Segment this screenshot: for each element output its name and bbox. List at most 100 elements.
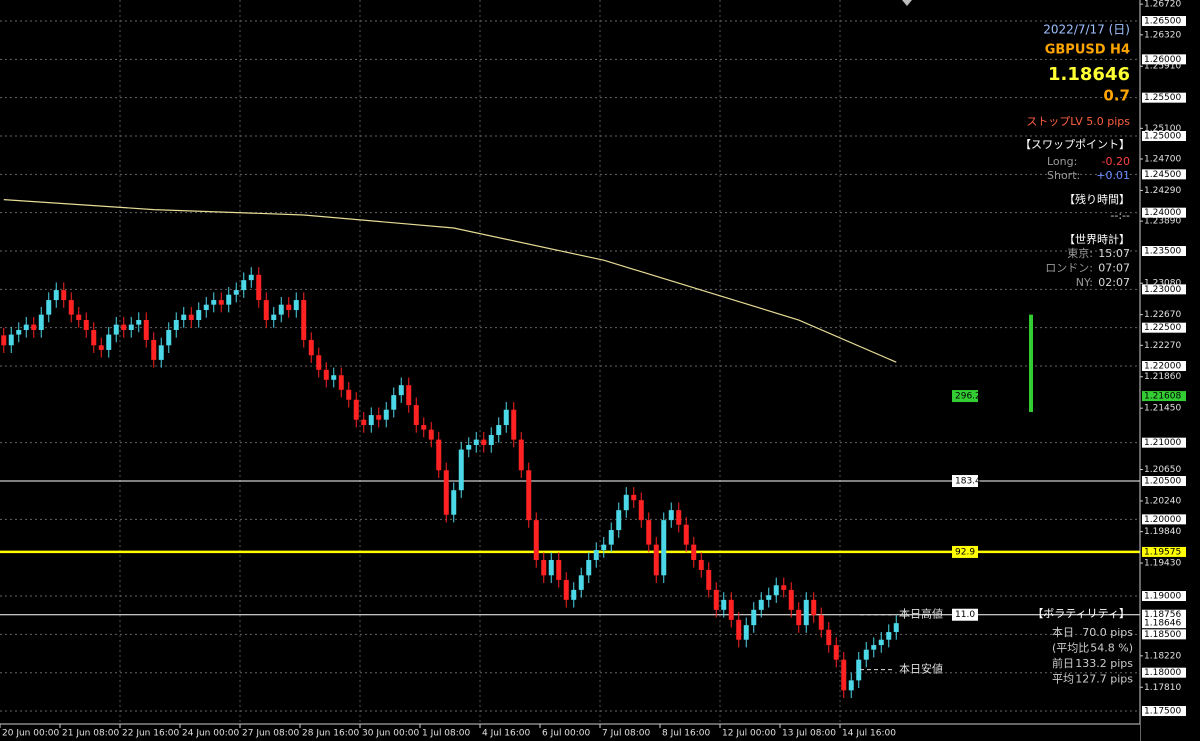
volatility-label: (平均比: [1052, 642, 1089, 655]
candle-body: [331, 375, 337, 380]
volatility-value: 54.8 %): [1090, 642, 1133, 655]
axis-marker-label: 1.21608: [1144, 392, 1181, 402]
x-tick-label: 27 Jun 08:00: [242, 729, 299, 739]
candle-body: [361, 419, 367, 426]
candle-body: [413, 405, 419, 426]
x-tick-label: 8 Jul 16:00: [662, 729, 711, 739]
candle-body: [496, 425, 502, 436]
candle-body: [511, 409, 517, 440]
candle-body: [766, 595, 772, 600]
candle-body: [406, 385, 412, 406]
price-level-label: 1.23000: [1144, 285, 1181, 295]
price-level-box: [1142, 169, 1186, 180]
volatility-value: 70.0 pips: [1082, 626, 1133, 639]
price-level-box: [1142, 284, 1186, 295]
candle-body: [166, 329, 172, 346]
candle-body: [878, 639, 884, 646]
candle-body: [83, 320, 89, 330]
clock-label: ロンドン:: [1045, 262, 1093, 275]
candle-body: [631, 494, 637, 501]
candle-body: [601, 544, 607, 551]
candle-body: [608, 530, 614, 545]
price-level-label: 1.24000: [1144, 208, 1181, 218]
info-panel: 2022/7/17 (日) GBPUSD H4 1.18646 0.7 ストップ…: [1020, 23, 1133, 686]
x-axis-band: [0, 724, 1140, 741]
candle-body: [286, 304, 292, 311]
level-label: 183.4: [955, 477, 981, 487]
price-level-label: 1.20000: [1144, 515, 1181, 525]
x-tick-label: 6 Jul 00:00: [542, 729, 591, 739]
price-level-box: [1142, 361, 1186, 372]
candle-body: [871, 645, 877, 650]
axis-marker: [1142, 618, 1186, 629]
candle-body: [226, 294, 232, 305]
candle-body: [796, 609, 802, 626]
swap-short: +0.01: [1096, 169, 1130, 182]
candle-body: [376, 415, 382, 420]
candle-body: [391, 395, 397, 410]
candle-body: [706, 569, 712, 590]
candle-body: [548, 559, 554, 576]
level-box: [952, 608, 978, 621]
candle-body: [233, 290, 239, 295]
candle-body: [473, 439, 479, 445]
price-level-box: [1142, 246, 1186, 257]
volatility-value: 133.2 pips: [1075, 657, 1133, 670]
candle-body: [586, 559, 592, 576]
axis-marker-label: 1.18756: [1144, 610, 1181, 620]
candle-body: [676, 510, 682, 525]
x-tick-label: 28 Jun 16:00: [302, 729, 359, 739]
candle-body: [533, 520, 539, 560]
price-level-box: [1142, 706, 1186, 717]
day-mark-label: 本日高値: [899, 607, 943, 621]
clock-title: 【世界時計】: [1064, 232, 1130, 246]
candle-body: [458, 449, 464, 491]
candle-body: [751, 609, 757, 626]
axis-marker: [1142, 609, 1186, 620]
candle-body: [691, 544, 697, 560]
candle-body: [106, 334, 112, 350]
axis-marker: [1142, 391, 1186, 402]
axis-marker: [1142, 546, 1186, 557]
candle-body: [668, 510, 674, 521]
clock-label: NY:: [1076, 276, 1093, 289]
candle-body: [181, 314, 187, 321]
candle-body: [98, 345, 104, 350]
y-tick-label: 1.21860: [1144, 372, 1181, 382]
x-tick-label: 7 Jul 08:00: [602, 729, 651, 739]
candle-body: [893, 623, 899, 633]
x-tick-label: 22 Jun 16:00: [122, 729, 179, 739]
stop-level: ストップLV 5.0 pips: [1026, 115, 1130, 128]
candle-body: [158, 345, 164, 360]
candle-body: [443, 470, 449, 515]
y-tick-label: 1.19840: [1144, 527, 1181, 537]
y-tick-label: 1.23080: [1144, 279, 1181, 289]
candle-body: [563, 579, 569, 600]
candle-body: [743, 625, 749, 640]
candle-body: [773, 585, 779, 596]
x-tick-label: 14 Jul 16:00: [842, 729, 896, 739]
y-tick-label: 1.26720: [1144, 0, 1181, 10]
price-level-label: 1.20500: [1144, 477, 1181, 487]
candle-body: [256, 274, 262, 301]
candle-body: [143, 320, 149, 340]
clock-time: 15:07: [1098, 247, 1130, 260]
candle-body: [593, 550, 599, 560]
y-tick-label: 1.20650: [1144, 465, 1181, 475]
candle-body: [248, 274, 254, 281]
candle-body: [556, 559, 562, 580]
candle-body: [428, 429, 434, 440]
price: 1.18646: [1048, 64, 1130, 85]
candle-body: [698, 559, 704, 570]
candle-body: [308, 339, 314, 356]
candle-body: [728, 599, 734, 620]
clock-time: 07:07: [1098, 262, 1130, 275]
x-tick-label: 12 Jul 00:00: [722, 729, 776, 739]
level-label: 11.0: [955, 610, 975, 620]
candle-body: [121, 324, 127, 330]
y-tick-label: 1.25100: [1144, 124, 1181, 134]
volatility-label: 本日: [1052, 625, 1074, 639]
candle-body: [368, 415, 374, 426]
candle-body: [1, 335, 7, 346]
